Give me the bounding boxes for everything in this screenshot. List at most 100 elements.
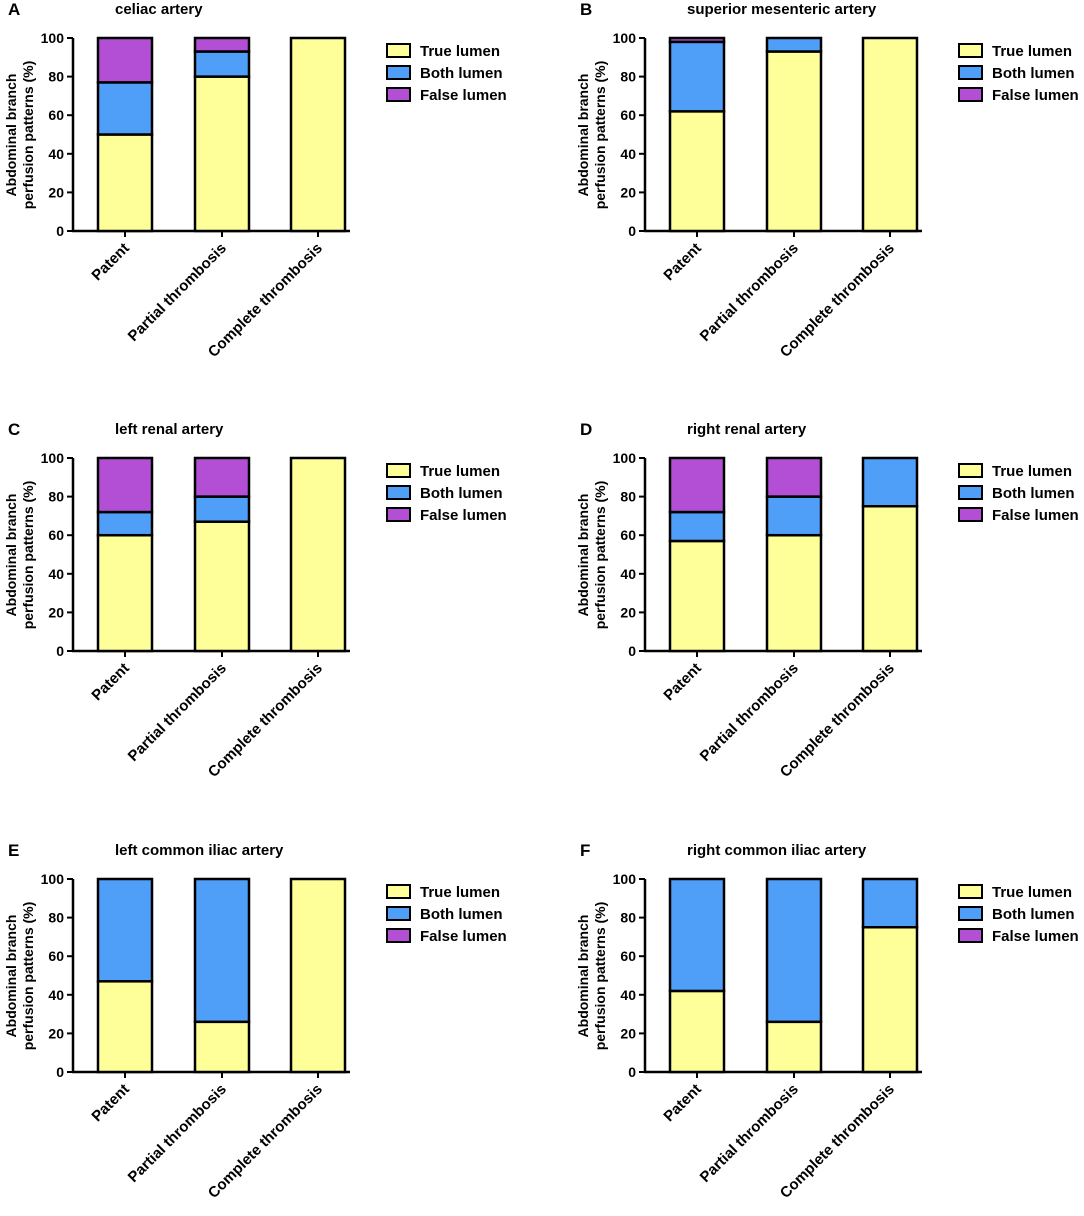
- y-axis-label-line2: perfusion patterns (%): [20, 61, 36, 210]
- y-axis-label-line1: Abdominal branch: [3, 915, 19, 1038]
- bar-patent-both-lumen: [96, 877, 154, 983]
- y-tick-label: 80: [48, 69, 64, 85]
- bar-patent-both-lumen: [668, 877, 726, 993]
- legend-label-true-lumen: True lumen: [992, 463, 1072, 480]
- bar-complete-thrombosis-true-lumen: [861, 36, 919, 233]
- y-axis-label-line1: Abdominal branch: [575, 494, 591, 617]
- legend-swatch-both-lumen: [958, 485, 983, 500]
- y-axis-label-line2: perfusion patterns (%): [592, 902, 608, 1051]
- bar-patent-false-lumen: [96, 456, 154, 514]
- legend-swatch-false-lumen: [386, 87, 411, 102]
- legend-swatch-true-lumen: [958, 463, 983, 478]
- y-axis-label-line1: Abdominal branch: [3, 494, 19, 617]
- bar-patent-both-lumen: [96, 81, 154, 136]
- legend-label-false-lumen: False lumen: [992, 928, 1079, 945]
- y-tick-label: 0: [56, 223, 64, 239]
- y-axis-label-line2: perfusion patterns (%): [592, 481, 608, 630]
- y-axis-label: Abdominal branchperfusion patterns (%): [575, 481, 608, 630]
- x-tick-label-patent: Patent: [88, 240, 132, 284]
- bar-patent-false-lumen: [668, 36, 726, 44]
- bar-patent-true-lumen: [96, 980, 154, 1074]
- y-tick-label: 60: [620, 107, 636, 123]
- x-tick-label-partial-thrombosis: Partial thrombosis: [125, 1081, 230, 1186]
- legend-label-both-lumen: Both lumen: [992, 485, 1075, 502]
- bar-patent-true-lumen: [96, 133, 154, 233]
- legend-swatch-true-lumen: [386, 884, 411, 899]
- y-tick-label: 0: [56, 643, 64, 659]
- x-tick-label-partial-thrombosis: Partial thrombosis: [125, 240, 230, 345]
- panel-title: right common iliac artery: [687, 842, 867, 859]
- legend-swatch-true-lumen: [386, 43, 411, 58]
- bar-patent-true-lumen: [96, 533, 154, 653]
- y-tick-label: 40: [620, 146, 636, 162]
- legend-label-true-lumen: True lumen: [420, 43, 500, 60]
- panel-letter: B: [580, 0, 592, 19]
- bar-partial-thrombosis-true-lumen: [765, 533, 823, 653]
- y-tick-label: 100: [41, 871, 65, 887]
- legend-swatch-both-lumen: [386, 65, 411, 80]
- x-tick-label-patent: Patent: [88, 1081, 132, 1125]
- bar-partial-thrombosis-both-lumen: [765, 36, 823, 53]
- bar-patent-both-lumen: [668, 510, 726, 543]
- bar-complete-thrombosis-true-lumen: [861, 926, 919, 1074]
- legend-swatch-true-lumen: [386, 463, 411, 478]
- x-tick-label-partial-thrombosis: Partial thrombosis: [697, 1081, 802, 1186]
- legend-swatch-both-lumen: [958, 65, 983, 80]
- y-tick-label: 0: [628, 1064, 636, 1080]
- y-tick-label: 40: [48, 146, 64, 162]
- bar-patent-true-lumen: [668, 989, 726, 1074]
- y-tick-label: 80: [620, 489, 636, 505]
- bar-partial-thrombosis-both-lumen: [765, 877, 823, 1024]
- bar-partial-thrombosis-false-lumen: [765, 456, 823, 498]
- legend-label-both-lumen: Both lumen: [420, 906, 503, 923]
- y-tick-label: 80: [48, 489, 64, 505]
- x-tick-label-partial-thrombosis: Partial thrombosis: [697, 660, 802, 765]
- bar-partial-thrombosis-true-lumen: [765, 1020, 823, 1074]
- panel-letter: E: [8, 841, 19, 860]
- y-axis-label: Abdominal branchperfusion patterns (%): [3, 902, 36, 1051]
- legend-label-true-lumen: True lumen: [420, 463, 500, 480]
- bar-complete-thrombosis-true-lumen: [289, 877, 347, 1074]
- panel-letter: D: [580, 420, 592, 439]
- y-tick-label: 20: [620, 1025, 636, 1041]
- y-tick-label: 100: [613, 450, 637, 466]
- bar-patent-true-lumen: [668, 110, 726, 233]
- bar-partial-thrombosis-both-lumen: [193, 877, 251, 1024]
- legend-swatch-both-lumen: [386, 906, 411, 921]
- legend-label-both-lumen: Both lumen: [992, 906, 1075, 923]
- y-tick-label: 60: [48, 527, 64, 543]
- y-tick-label: 100: [613, 30, 637, 46]
- legend-swatch-true-lumen: [958, 884, 983, 899]
- legend-swatch-both-lumen: [958, 906, 983, 921]
- panel-letter: C: [8, 420, 20, 439]
- x-tick-label-patent: Patent: [660, 1081, 704, 1125]
- panel-letter: F: [580, 841, 590, 860]
- y-tick-label: 20: [620, 184, 636, 200]
- y-tick-label: 40: [48, 566, 64, 582]
- y-tick-label: 100: [613, 871, 637, 887]
- bar-partial-thrombosis-both-lumen: [193, 495, 251, 523]
- bar-partial-thrombosis-true-lumen: [193, 1020, 251, 1074]
- bar-patent-true-lumen: [668, 539, 726, 653]
- bar-partial-thrombosis-true-lumen: [193, 520, 251, 653]
- legend-label-true-lumen: True lumen: [420, 884, 500, 901]
- panel-title: left common iliac artery: [115, 842, 284, 859]
- bar-complete-thrombosis-both-lumen: [861, 877, 919, 929]
- y-tick-label: 40: [620, 566, 636, 582]
- legend-swatch-false-lumen: [958, 507, 983, 522]
- y-tick-label: 20: [48, 184, 64, 200]
- legend-swatch-true-lumen: [958, 43, 983, 58]
- legend-swatch-false-lumen: [958, 87, 983, 102]
- y-tick-label: 60: [48, 948, 64, 964]
- panel-title: superior mesenteric artery: [687, 1, 877, 18]
- legend-swatch-false-lumen: [958, 928, 983, 943]
- y-axis-label-line2: perfusion patterns (%): [20, 481, 36, 630]
- legend-label-false-lumen: False lumen: [420, 87, 507, 104]
- y-tick-label: 80: [620, 910, 636, 926]
- y-axis-label-line2: perfusion patterns (%): [592, 61, 608, 210]
